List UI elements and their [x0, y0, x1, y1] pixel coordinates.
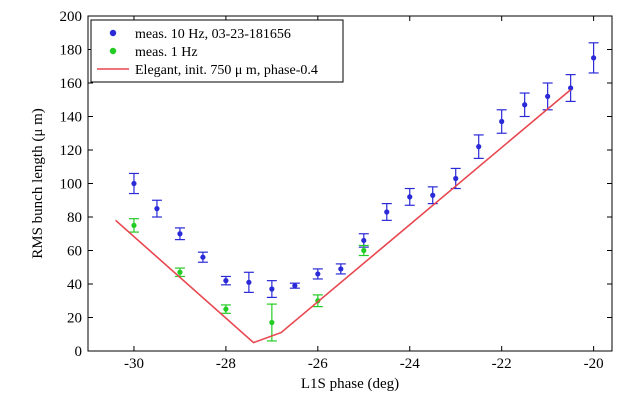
marker [545, 93, 551, 99]
y-tick-label: 120 [60, 143, 83, 159]
legend-box [90, 19, 344, 83]
legend-label: meas. 10 Hz, 03-23-181656 [135, 27, 291, 42]
marker [568, 85, 574, 91]
y-tick-label: 40 [67, 277, 82, 293]
marker [384, 209, 390, 215]
marker [154, 206, 160, 212]
x-tick-label: -30 [124, 356, 144, 372]
y-tick-label: 0 [75, 344, 83, 360]
marker [246, 279, 252, 285]
marker [315, 271, 321, 277]
marker [430, 192, 436, 198]
data-point-10hz [450, 167, 461, 190]
marker [292, 283, 298, 289]
y-tick-label: 180 [60, 43, 83, 59]
marker [453, 175, 459, 182]
marker [361, 237, 367, 244]
data-point-10hz [128, 172, 139, 195]
y-tick-label: 100 [60, 177, 83, 193]
data-point-1hz [220, 304, 231, 314]
y-tick-label: 20 [67, 311, 82, 327]
marker [177, 269, 183, 275]
legend-item: Elegant, init. 750 μ m, phase-0.4 [97, 63, 318, 78]
marker [522, 102, 528, 108]
marker [177, 231, 183, 237]
marker [476, 144, 482, 150]
data-point-10hz [197, 251, 208, 263]
y-tick-label: 200 [60, 9, 83, 25]
marker [361, 247, 367, 254]
x-tick-label: -26 [308, 356, 328, 372]
x-tick-label: -28 [216, 356, 236, 372]
data-point-10hz [220, 275, 231, 286]
marker [200, 254, 206, 260]
y-axis-label: RMS bunch length (μ m) [30, 108, 46, 259]
data-point-10hz [588, 42, 599, 74]
marker [223, 306, 229, 312]
x-tick-label: -22 [492, 356, 512, 372]
x-tick-label: -24 [400, 356, 420, 372]
legend-item: meas. 1 Hz [109, 45, 198, 60]
x-axis-label: L1S phase (deg) [301, 376, 399, 392]
data-point-1hz [358, 244, 369, 257]
y-tick-label: 160 [60, 76, 83, 92]
marker [131, 180, 137, 187]
marker [269, 319, 275, 326]
data-point-10hz [312, 268, 323, 280]
y-tick-label: 60 [67, 244, 82, 260]
marker [338, 266, 344, 272]
data-point-10hz [335, 263, 346, 275]
data-point-1hz [266, 303, 277, 342]
series-layer [115, 42, 599, 344]
data-point-10hz [496, 109, 507, 134]
y-tick-label: 80 [67, 210, 82, 226]
data-point-10hz [565, 74, 576, 103]
marker [591, 55, 597, 61]
legend: meas. 10 Hz, 03-23-181656 meas. 1 Hz Elega… [90, 19, 344, 83]
data-point-10hz [266, 280, 277, 298]
marker [223, 278, 229, 284]
marker [407, 194, 413, 200]
data-point-10hz [174, 227, 185, 241]
series-line-elegant [115, 89, 572, 344]
axes-layer: -30 -28 -26 -24 -22 -20 0 20 40 60 80 100 120 140 160 1… [30, 9, 613, 392]
marker [499, 118, 505, 125]
legend-item: meas. 10 Hz, 03-23-181656 [109, 27, 291, 42]
data-point-10hz [243, 271, 254, 293]
legend-label: Elegant, init. 750 μ m, phase-0.4 [135, 63, 318, 78]
data-point-1hz [128, 218, 139, 233]
legend-label: meas. 1 Hz [135, 45, 198, 60]
legend-swatch-marker [109, 29, 117, 37]
x-tick-label: -20 [584, 356, 604, 372]
data-point-10hz [289, 282, 300, 289]
data-point-10hz [473, 134, 484, 159]
y-tick-label: 140 [60, 110, 83, 126]
legend-swatch-marker [109, 47, 117, 55]
data-point-10hz [427, 186, 438, 205]
marker [269, 286, 275, 292]
data-point-10hz [404, 187, 415, 206]
data-point-10hz [519, 92, 530, 118]
data-point-10hz [151, 199, 162, 218]
data-point-10hz [381, 203, 392, 221]
marker [131, 222, 137, 228]
